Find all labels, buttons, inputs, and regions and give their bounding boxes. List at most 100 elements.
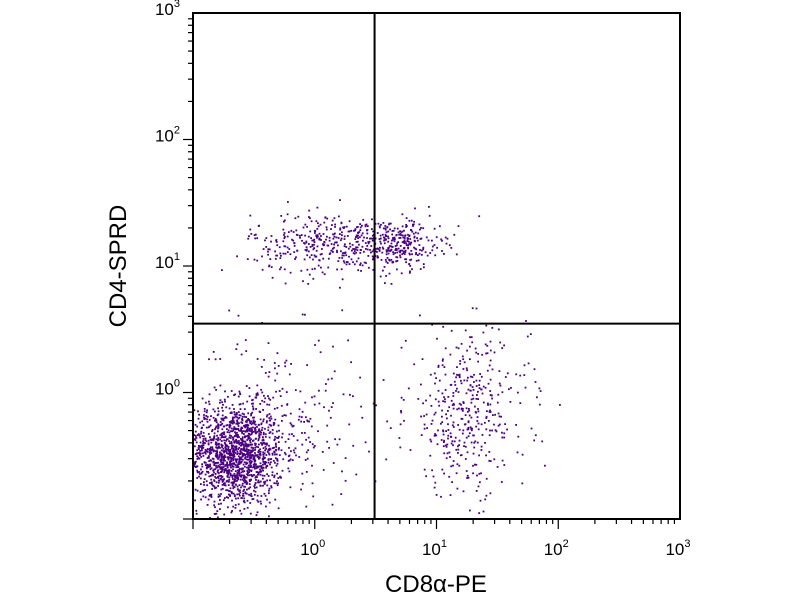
event-point: [194, 488, 197, 491]
event-point: [446, 237, 449, 240]
event-point: [283, 451, 286, 454]
event-point: [277, 482, 279, 485]
event-point: [219, 421, 222, 423]
event-point: [339, 227, 342, 230]
event-point: [487, 382, 490, 385]
event-point: [210, 459, 212, 462]
event-point: [352, 248, 354, 250]
event-point: [230, 430, 232, 433]
event-point: [215, 441, 217, 444]
event-point: [264, 433, 267, 436]
event-point: [474, 347, 477, 350]
event-point: [233, 486, 236, 488]
event-point: [348, 263, 351, 265]
event-point: [324, 389, 327, 392]
event-point: [488, 434, 491, 437]
event-point: [238, 403, 241, 406]
event-point: [235, 461, 238, 464]
event-point: [501, 347, 504, 349]
event-point: [390, 258, 393, 261]
event-point: [227, 473, 230, 476]
event-point: [264, 456, 266, 459]
event-point: [233, 494, 236, 497]
event-point: [452, 407, 455, 410]
event-point: [237, 452, 239, 455]
event-point: [260, 466, 263, 469]
event-point: [248, 455, 251, 457]
event-point: [240, 471, 243, 474]
event-point: [341, 231, 343, 234]
event-point: [204, 464, 207, 466]
event-point: [458, 464, 461, 467]
event-point: [227, 447, 230, 450]
event-point: [439, 225, 441, 228]
event-point: [205, 415, 208, 417]
event-point: [215, 453, 218, 455]
event-point: [228, 309, 231, 312]
event-point: [366, 237, 368, 239]
event-point: [264, 443, 267, 445]
event-point: [264, 494, 267, 497]
event-point: [277, 437, 280, 439]
event-point: [249, 464, 252, 467]
event-point: [256, 499, 259, 502]
event-point: [206, 467, 208, 470]
event-point: [389, 228, 391, 231]
event-point: [246, 499, 249, 502]
event-point: [279, 257, 282, 259]
event-point: [227, 506, 229, 509]
event-point: [200, 427, 203, 430]
event-point: [237, 411, 240, 413]
event-point: [223, 457, 225, 460]
event-point: [237, 417, 240, 420]
event-point: [447, 396, 450, 398]
event-point: [422, 246, 425, 249]
event-point: [205, 440, 208, 443]
event-point: [248, 436, 251, 439]
event-point: [250, 414, 252, 417]
event-point: [443, 452, 446, 455]
event-point: [293, 451, 296, 454]
event-point: [228, 426, 231, 428]
event-point: [467, 420, 470, 423]
event-point: [220, 423, 223, 426]
event-point: [427, 239, 430, 242]
event-point: [232, 436, 235, 439]
event-point: [223, 398, 226, 401]
event-point: [223, 471, 226, 474]
event-point: [438, 379, 441, 382]
event-point: [245, 420, 247, 423]
event-point: [429, 438, 432, 441]
event-point: [495, 430, 498, 433]
event-point: [263, 481, 265, 484]
event-point: [239, 392, 241, 395]
event-point: [366, 225, 369, 227]
event-point: [389, 427, 392, 429]
event-point: [280, 449, 283, 452]
event-point: [330, 228, 332, 230]
event-point: [237, 425, 240, 427]
event-point: [206, 465, 209, 468]
event-point: [476, 474, 478, 477]
event-point: [246, 400, 249, 403]
event-point: [222, 461, 225, 464]
event-point: [237, 442, 240, 444]
event-point: [242, 474, 245, 477]
event-point: [469, 336, 471, 339]
event-point: [464, 329, 467, 332]
event-point: [254, 486, 256, 489]
event-point: [215, 477, 217, 479]
event-point: [228, 453, 231, 455]
event-point: [392, 229, 395, 232]
event-point: [262, 442, 265, 445]
event-point: [264, 239, 266, 242]
event-point: [433, 486, 436, 489]
event-point: [444, 444, 447, 447]
event-point: [396, 244, 398, 247]
event-point: [241, 422, 244, 424]
event-point: [233, 427, 236, 430]
event-point: [259, 473, 262, 476]
event-point: [195, 466, 197, 468]
event-point: [423, 427, 426, 430]
event-point: [382, 227, 385, 230]
